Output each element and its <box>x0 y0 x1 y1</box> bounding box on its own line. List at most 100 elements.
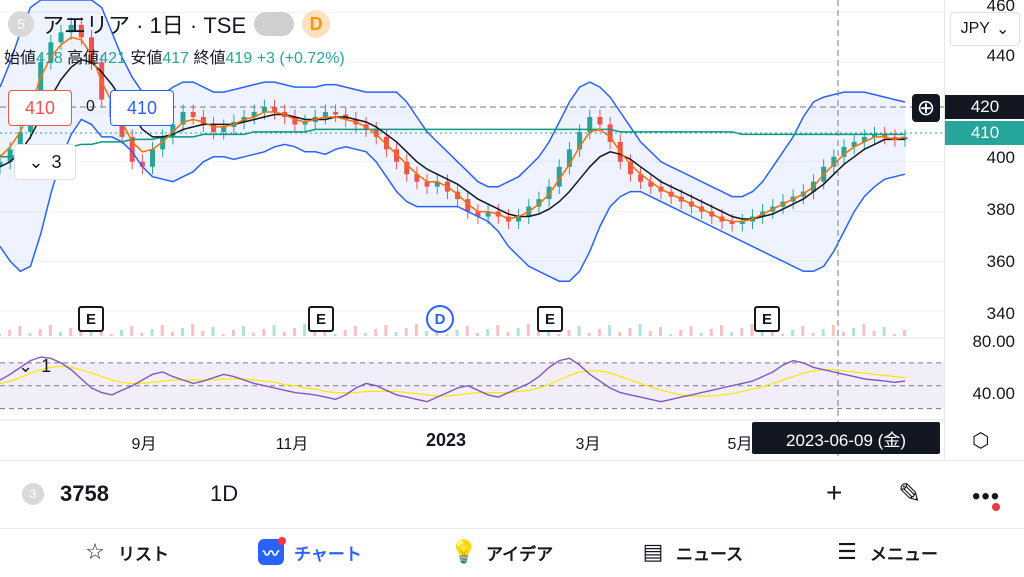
indicator-count: 3 <box>51 151 62 172</box>
volume-bar <box>150 329 154 336</box>
nav-label: アイデア <box>486 544 554 564</box>
candle-body <box>170 124 176 137</box>
interval-button[interactable]: 1D <box>210 481 239 506</box>
volume-bar <box>791 330 795 336</box>
currency-label: JPY <box>960 20 990 37</box>
candle-body <box>841 146 847 157</box>
candle-body <box>861 136 867 142</box>
chevron-down-icon: ⌄ <box>18 356 34 376</box>
earnings-marker[interactable]: E <box>308 306 334 332</box>
volume-bar <box>48 325 52 336</box>
earnings-marker[interactable]: E <box>537 306 563 332</box>
time-axis-label: 2023 <box>425 430 467 450</box>
nav-item-news[interactable]: ▤ ニュース <box>640 539 744 565</box>
ask-price-box[interactable]: 410 <box>110 90 174 126</box>
low-value: 417 <box>162 50 190 67</box>
notification-dot <box>992 503 1000 511</box>
nav-label: ニュース <box>676 544 744 564</box>
symbol-code-button[interactable]: 3758 <box>60 481 109 506</box>
nav-item-chart[interactable]: 〰 チャート <box>258 537 362 565</box>
nav-item-list[interactable]: ☆ リスト <box>82 539 169 565</box>
price-chart[interactable] <box>0 0 1024 460</box>
nav-item-menu[interactable]: ☰ メニュー <box>834 539 938 565</box>
news-icon: ▤ <box>642 539 664 564</box>
volume-bar <box>221 334 225 336</box>
open-label: 始値 <box>4 50 37 67</box>
draw-pen-icon[interactable]: ✎ <box>898 478 922 509</box>
candle-body <box>322 112 328 117</box>
volume-bar <box>242 326 246 336</box>
indicators-collapse-button[interactable]: ⌄ 3 <box>14 144 76 180</box>
rsi-indicator-count: 1 <box>41 356 52 376</box>
volume-bar <box>8 330 12 336</box>
spread-value: 0 <box>86 98 95 115</box>
candle-body <box>292 116 298 125</box>
volume-bar <box>211 327 215 336</box>
bollinger-band-fill <box>0 0 905 282</box>
candle-body <box>414 174 420 182</box>
price-axis[interactable]: 460 440 400 380 360 340 420 410 80.00 40… <box>944 0 1024 460</box>
price-tick: 440 <box>986 46 1015 65</box>
rsi-collapse-button[interactable]: ⌄ 1 <box>18 356 51 377</box>
volume-bar <box>89 331 93 336</box>
volume-bar <box>892 334 896 336</box>
volume-bar <box>597 329 601 336</box>
candle-body <box>211 124 217 132</box>
dividend-marker[interactable]: D <box>426 305 454 333</box>
volume-bar <box>567 330 571 336</box>
volume-bar <box>903 330 906 336</box>
volume-bar <box>333 334 337 336</box>
moving-average-long-line <box>0 128 905 158</box>
earnings-marker[interactable]: E <box>754 306 780 332</box>
candle-body <box>180 112 186 125</box>
earnings-marker[interactable]: E <box>78 306 104 332</box>
volume-bar <box>343 330 347 336</box>
volume-bar <box>140 333 144 336</box>
candle-body <box>597 116 603 125</box>
candle-body <box>851 141 857 147</box>
chart-area[interactable]: 5 アエリア · 1日 · TSE D 始値418 高値421 安値417 終値… <box>0 0 1024 460</box>
candle-body <box>465 199 471 212</box>
volume-bar <box>170 332 174 336</box>
volume-bar <box>120 330 124 336</box>
candle-body <box>638 174 644 182</box>
volume-bar <box>455 330 459 336</box>
candle-body <box>648 181 654 187</box>
rsi-line <box>0 356 906 403</box>
volume-bar <box>658 327 662 336</box>
bottom-navigation: ☆ リスト 〰 チャート 💡 アイデア ▤ ニュース ☰ メニュー <box>0 528 1024 577</box>
volume-bar <box>262 329 266 336</box>
moving-average-short-line <box>0 36 906 223</box>
volume-bar <box>160 325 164 336</box>
volume-bar <box>445 334 449 336</box>
add-alert-plus-icon[interactable]: ⊕ <box>912 94 940 122</box>
volume-bar <box>638 324 642 336</box>
menu-icon: ☰ <box>837 539 857 564</box>
change-value: +3 (+0.72%) <box>256 50 345 67</box>
nav-item-ideas[interactable]: 💡 アイデア <box>450 539 553 565</box>
volume-bar <box>181 328 185 336</box>
volume-bar <box>38 329 42 336</box>
symbol-title[interactable]: アエリア · 1日 · TSE <box>42 13 247 38</box>
volume-bar <box>191 324 195 336</box>
delayed-data-badge[interactable]: D <box>302 10 331 38</box>
candle-body <box>627 161 633 175</box>
nav-label: リスト <box>118 544 169 564</box>
volume-bar <box>18 326 22 336</box>
plus-icon[interactable]: + <box>826 477 843 508</box>
candle-body <box>516 216 522 222</box>
volume-bar <box>872 331 876 336</box>
currency-selector[interactable]: JPY ⌄ <box>950 12 1020 46</box>
volume-bar <box>801 326 805 336</box>
volume-bar <box>628 328 632 336</box>
volume-bar <box>303 324 307 336</box>
candle-body <box>302 121 308 125</box>
volume-bar <box>618 332 622 336</box>
chart-settings-icon[interactable]: ⬡ <box>972 430 990 452</box>
volume-bar <box>374 329 378 336</box>
time-axis-label: 11月 <box>275 436 309 453</box>
bid-price-box[interactable]: 410 <box>8 90 72 126</box>
close-value: 419 <box>225 50 253 67</box>
candle-body <box>48 42 54 63</box>
volume-bar <box>231 330 235 336</box>
